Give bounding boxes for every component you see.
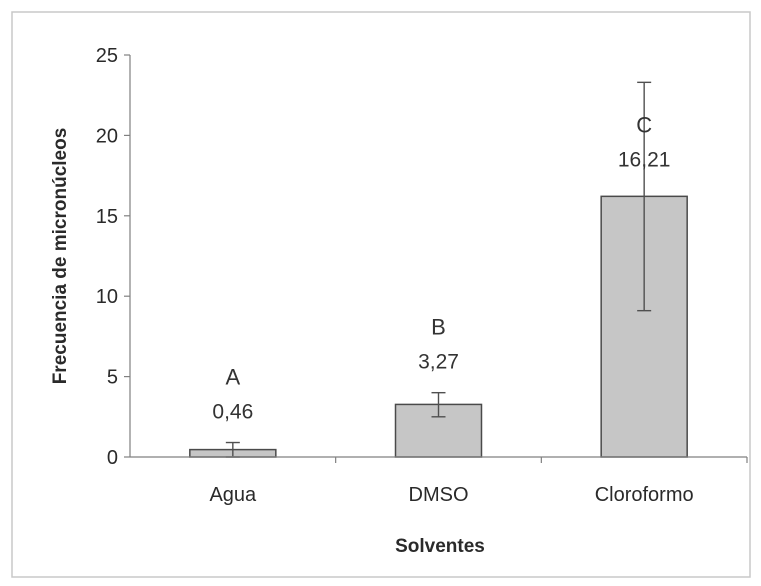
y-tick-label: 10 — [96, 286, 118, 308]
x-axis-ticks: Agua DMSO Cloroformo — [209, 457, 748, 506]
y-tick-label: 25 — [96, 45, 118, 67]
y-tick-label: 20 — [96, 125, 118, 147]
x-axis-title: Solventes — [395, 536, 485, 557]
y-tick-label: 5 — [107, 367, 118, 389]
bar-value-label: 16,21 — [618, 148, 671, 171]
bar-group-letter: B — [431, 315, 446, 340]
bar-value-label: 0,46 — [212, 401, 253, 424]
bar-labels: 0,46 A 3,27 B 16,21 C — [212, 112, 670, 423]
x-tick-label: Cloroformo — [595, 484, 694, 506]
bar-group-letter: C — [636, 112, 652, 137]
y-axis-title: Frecuencia de micronúcleos — [50, 128, 71, 385]
bar-group-letter: A — [225, 365, 240, 390]
y-tick-label: 0 — [107, 447, 118, 469]
bar-value-label: 3,27 — [418, 351, 459, 374]
x-tick-label: DMSO — [409, 484, 469, 506]
y-axis-ticks: 0 5 10 15 20 25 — [96, 45, 130, 469]
x-tick-label: Agua — [209, 484, 257, 506]
y-tick-label: 15 — [96, 206, 118, 228]
